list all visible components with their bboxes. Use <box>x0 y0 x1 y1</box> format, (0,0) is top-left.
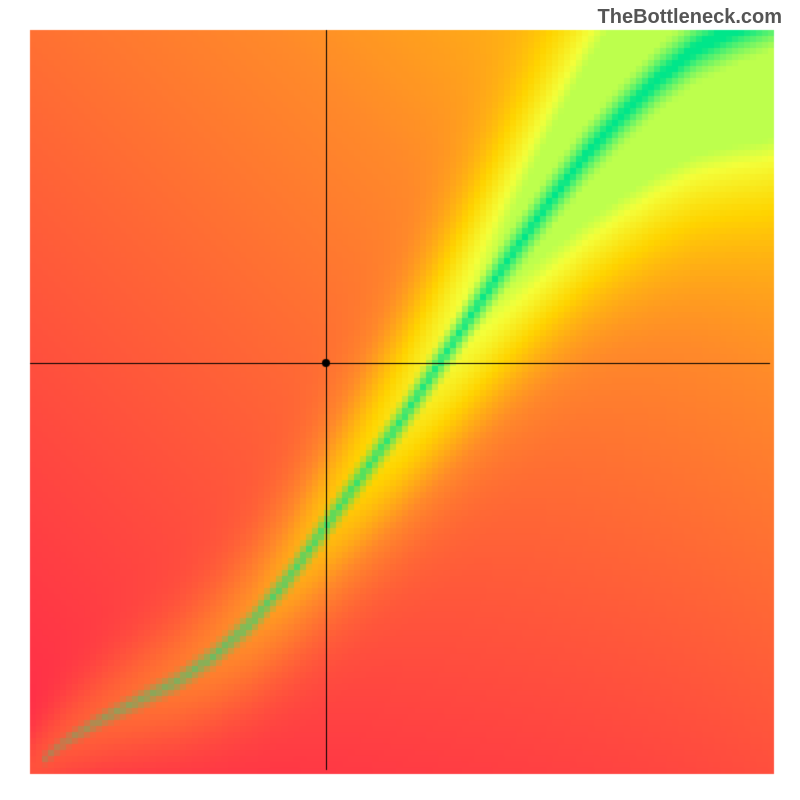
watermark-text: TheBottleneck.com <box>598 6 782 29</box>
chart-container: TheBottleneck.com <box>0 0 800 800</box>
bottleneck-heatmap <box>0 0 800 800</box>
